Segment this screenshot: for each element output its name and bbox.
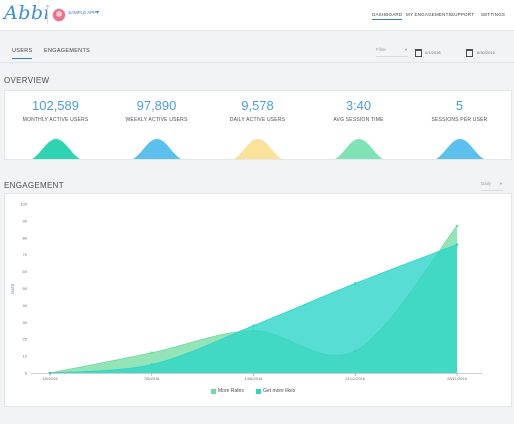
- app-avatar[interactable]: [52, 8, 66, 22]
- metric-value: 3:40: [345, 98, 372, 113]
- nav-support[interactable]: SUPPORT: [451, 12, 475, 17]
- y-tick-label: 10: [23, 354, 28, 359]
- filter-select[interactable]: Filter ▾: [376, 47, 408, 57]
- metric-sessions-per-user: 5 SESSIONS PER USER: [409, 91, 510, 159]
- x-tick-label: 28/11/2016: [447, 376, 467, 381]
- y-tick-label: 30: [23, 320, 28, 325]
- metrics-panel: 102,589 MONTHLY ACTIVE USERS 97,890 WEEK…: [4, 90, 512, 160]
- y-tick-label: 100: [20, 202, 27, 207]
- data-point: [150, 351, 154, 355]
- period-label: Daily: [481, 181, 492, 186]
- y-axis-label: RATE: [10, 283, 15, 294]
- nav-settings[interactable]: SETTINGS: [481, 12, 506, 17]
- metric-label: MONTHLY ACTIVE USERS: [22, 117, 89, 123]
- metric-sparkline: [435, 139, 485, 159]
- metric-avg-session-time: 3:40 AVG SESSION TIME: [308, 91, 409, 159]
- y-tick-label: 90: [23, 218, 28, 223]
- metric-sparkline: [31, 139, 81, 159]
- calendar-icon[interactable]: [415, 49, 422, 57]
- legend-swatch-more-rates[interactable]: [211, 389, 216, 394]
- header-divider: [47, 6, 48, 24]
- metric-label: AVG SESSION TIME: [333, 117, 384, 123]
- period-select[interactable]: Daily ▾: [481, 181, 503, 191]
- metric-value: 102,589: [32, 98, 79, 113]
- tab-engagements[interactable]: ENGAGEMENTS: [44, 48, 91, 54]
- chevron-down-icon[interactable]: ▾: [96, 10, 100, 16]
- data-point: [353, 282, 357, 285]
- metric-daily-active-users: 9,578 DAILY ACTIVE USERS: [207, 91, 308, 159]
- metric-value: 5: [455, 98, 464, 113]
- y-tick-label: 70: [23, 252, 28, 257]
- y-tick-label: 20: [23, 337, 28, 342]
- nav-my-engagements[interactable]: MY ENGAGEMENTS: [406, 12, 452, 17]
- metric-label: WEEKLY ACTIVE USERS: [125, 117, 188, 123]
- x-tick-label: 1/6/2016: [42, 376, 58, 381]
- y-tick-label: 60: [23, 269, 28, 274]
- legend-label-get-more-likes[interactable]: Get more likes: [263, 388, 296, 394]
- app-selector-label[interactable]: SAMPLE APP: [68, 10, 97, 15]
- filter-label: Filter: [376, 47, 386, 52]
- data-point: [455, 224, 459, 228]
- y-tick-label: 80: [23, 235, 28, 240]
- metric-sparkline: [132, 139, 182, 159]
- data-point: [252, 324, 255, 327]
- x-tick-label: 14/6/2016: [245, 376, 264, 381]
- metric-label: DAILY ACTIVE USERS: [229, 117, 286, 123]
- y-tick-label: 50: [23, 286, 28, 291]
- sub-tabs: USERS ENGAGEMENTS: [0, 44, 514, 62]
- tab-users[interactable]: USERS: [12, 48, 33, 59]
- data-point: [455, 243, 459, 246]
- calendar-icon[interactable]: [466, 49, 473, 57]
- legend-swatch-get-more-likes[interactable]: [256, 389, 261, 394]
- x-tick-label: 21/11/2016: [345, 376, 365, 381]
- app-header: Abbi SAMPLE APP ▾ DASHBOARD MY ENGAGEMEN…: [0, 0, 514, 31]
- metric-sparkline: [233, 139, 283, 159]
- metric-value: 97,890: [136, 98, 177, 113]
- legend-label-more-rates[interactable]: More Rates: [218, 388, 244, 394]
- date-to[interactable]: 6/30/2016: [477, 50, 495, 55]
- y-tick-label: 40: [23, 303, 28, 308]
- overview-title: OVERVIEW: [4, 76, 50, 85]
- app-logo[interactable]: Abbi: [4, 2, 51, 24]
- data-point: [150, 363, 154, 366]
- chevron-down-icon: ▾: [499, 181, 502, 186]
- metric-weekly-active-users: 97,890 WEEKLY ACTIVE USERS: [106, 91, 207, 159]
- metric-label: SESSIONS PER USER: [431, 117, 488, 123]
- chevron-down-icon: ▾: [404, 47, 407, 52]
- x-tick-label: 7/6/2016: [144, 376, 160, 381]
- date-from[interactable]: 6/1/2016: [425, 50, 441, 55]
- series-area-get-more-likes: [50, 244, 457, 373]
- engagement-title: ENGAGEMENT: [4, 181, 64, 190]
- metric-value: 9,578: [241, 98, 274, 113]
- tabs-divider: [0, 62, 514, 63]
- nav-dashboard[interactable]: DASHBOARD: [372, 12, 403, 20]
- metric-sparkline: [334, 139, 384, 159]
- y-tick-label: 0: [25, 371, 28, 376]
- metric-monthly-active-users: 102,589 MONTHLY ACTIVE USERS: [5, 91, 106, 159]
